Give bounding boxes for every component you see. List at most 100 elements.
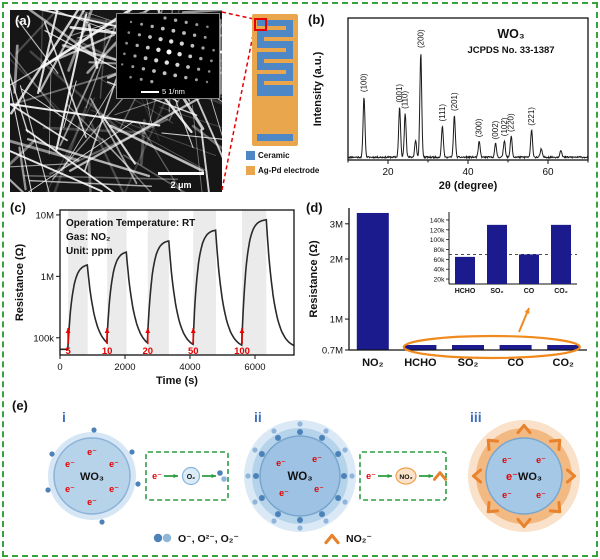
xrd-peak-label: (220)	[507, 113, 516, 132]
sem-scalebar-label: 2 μm	[170, 180, 192, 190]
gas-category-label: NO₂	[362, 357, 384, 369]
diffraction-spot	[154, 58, 159, 63]
diffraction-spot	[195, 23, 199, 27]
oxygen-species-dot	[252, 447, 258, 453]
xrd-xtick: 60	[542, 167, 554, 178]
diffraction-spot	[158, 37, 163, 42]
inset-gas-bar	[487, 224, 507, 284]
condition-annotation: Gas: NO₂	[66, 232, 110, 243]
xrd-plot: (100) (001)(110) (200) (111)(201) (300) (002)…	[312, 17, 589, 192]
inset-ytick: 140k	[430, 217, 445, 224]
concentration-label: 20	[142, 346, 153, 357]
diffraction-spot	[139, 77, 143, 81]
diffraction-spot	[188, 54, 193, 59]
diffraction-spot	[125, 41, 128, 45]
diffraction-spot	[177, 52, 182, 57]
oxygen-species-dot	[271, 518, 277, 524]
oxygen-species-dot	[49, 451, 55, 457]
ceramic-label: Ceramic	[258, 151, 290, 160]
no2-label: NO₂	[399, 474, 412, 481]
oxygen-species-dot	[349, 473, 355, 479]
gas-bar	[452, 345, 484, 350]
diffraction-spot	[207, 70, 211, 73]
diffraction-spot	[169, 39, 174, 44]
inset-category-label: CO	[524, 288, 535, 295]
diffraction-spot	[140, 22, 144, 26]
no2-species-icon	[486, 500, 500, 514]
inset-scalebar: 5 1/nm	[141, 87, 185, 96]
oxygen-species-dot	[335, 495, 342, 501]
xrd-xtick: 40	[462, 167, 474, 178]
electrode-finger	[257, 26, 286, 30]
oxygen-species-dot	[258, 495, 265, 501]
xrd-chart: (100) (001)(110) (200) (111)(201) (300) (002)…	[312, 17, 589, 192]
no2-capture-step: e⁻ NO₂	[359, 451, 447, 501]
oxygen-species-dot	[341, 473, 347, 479]
diffraction-spot	[127, 31, 131, 34]
diffraction-spot	[164, 60, 169, 65]
oxygen-species-dot	[297, 421, 303, 427]
diffraction-spot	[141, 67, 146, 71]
gas-bar	[499, 345, 532, 350]
oxygen-species-dot	[335, 451, 342, 457]
panel-b: (100) (001) (110) (200) (111) (201) (300) (002)…	[306, 8, 596, 198]
highlight-ellipse	[402, 334, 581, 360]
selectivity-plot: NO₂ HCHO SO₂ CO CO₂ 0.7M 1M 2M 3M Resistance (Ω)	[308, 208, 587, 369]
no2-species-icon	[471, 468, 483, 484]
electron-symbol: e⁻	[502, 490, 512, 500]
exposure-band	[107, 210, 127, 355]
electron-symbol: e⁻	[87, 497, 97, 507]
stage-label: ii	[254, 409, 262, 425]
no2-species-icon	[548, 438, 562, 452]
oxygen-species-dot	[323, 428, 329, 434]
inset-gas-bar	[519, 254, 539, 284]
electrode-finger	[264, 81, 293, 85]
electron-symbol: e⁻	[109, 484, 119, 494]
sensing-ytick: 10M	[36, 210, 55, 221]
xrd-peak-label: (111)	[438, 104, 447, 122]
diffraction-spot	[206, 25, 209, 29]
no2-species-icon	[565, 468, 577, 484]
oxygen-species-dot	[91, 427, 97, 433]
diffraction-spot	[182, 31, 186, 35]
oxygen-species-dot	[342, 447, 348, 453]
no2-species-icon	[516, 517, 532, 529]
inset-scalebar-label: 5 1/nm	[162, 87, 185, 96]
wo3-sphere-initial: WO₃ e⁻ e⁻ e⁻ e⁻ e⁻ e⁻	[45, 427, 141, 525]
panel-c: 0 2000 4000 6000 100k 1M 10M Time (s) Resistance…	[8, 198, 302, 392]
electron-symbol: e⁻	[87, 447, 97, 457]
diffraction-spot	[160, 26, 165, 31]
sensing-xtick: 6000	[244, 362, 265, 373]
oxygen-species-dot	[221, 476, 227, 482]
gas-category-label: SO₂	[458, 357, 479, 369]
oxygen-species-dot	[275, 434, 281, 441]
xrd-peak-label: (001)	[395, 84, 404, 103]
panel-a: (a) 5 1/nm 2 μm Ceramic	[0, 0, 600, 198]
oxygen-species-dot	[297, 517, 303, 523]
sensing-xtick: 0	[57, 362, 62, 373]
selectivity-ylabel: Resistance (Ω)	[308, 240, 320, 318]
diffraction-spot	[129, 75, 132, 79]
roi-red-box	[254, 18, 267, 31]
diffraction-spot	[184, 20, 188, 24]
diffraction-inset: 5 1/nm	[116, 13, 220, 99]
oxygen-species-dot	[258, 451, 265, 457]
diffraction-spot	[133, 54, 137, 58]
wo3-sphere-no2: e⁻WO₃ e⁻ e⁻ e⁻ e⁻	[468, 420, 580, 532]
electron-symbol: e⁻	[109, 459, 119, 469]
diffraction-spot	[175, 62, 180, 67]
condition-annotation: Operation Temperature: RT	[66, 218, 195, 229]
selectivity-ytick: 1M	[330, 315, 343, 326]
xrd-peak-label: (300)	[475, 118, 484, 137]
inset-gas-bar	[551, 224, 571, 284]
xrd-subtitle: JCPDS No. 33-1387	[467, 45, 554, 56]
ceramic-swatch	[246, 151, 255, 160]
diffraction-spot	[194, 78, 198, 82]
diffraction-spot	[131, 65, 135, 69]
oxygen-species-dot	[297, 429, 303, 435]
inset-ytick: 120k	[430, 227, 445, 234]
sensing-ytick: 100k	[33, 333, 54, 344]
legend-row-agpd: Ag-Pd electrode	[246, 166, 319, 175]
diffraction-spot	[156, 47, 161, 52]
